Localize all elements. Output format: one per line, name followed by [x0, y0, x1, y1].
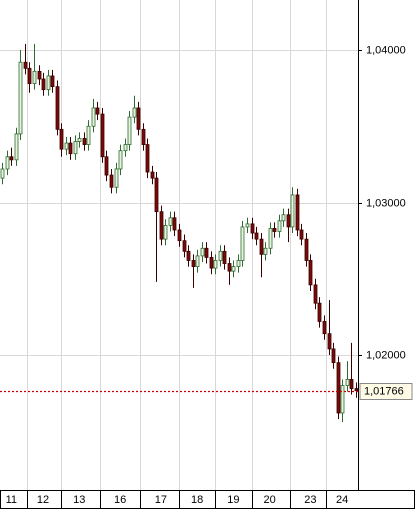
- candle-body: [150, 171, 155, 179]
- candle-body: [46, 75, 51, 91]
- candle-body: [191, 260, 196, 267]
- candle-body: [37, 70, 42, 80]
- candle-body: [200, 247, 205, 257]
- candle-body: [145, 144, 150, 173]
- candle-body: [204, 247, 209, 258]
- candle-body: [345, 379, 350, 386]
- x-tick-label: 13: [73, 494, 85, 506]
- candle-body: [240, 226, 245, 261]
- candle-body: [86, 125, 91, 145]
- last-price-box: [359, 383, 413, 400]
- candle-body: [250, 223, 255, 234]
- candle-body: [127, 116, 132, 145]
- candle-body: [227, 263, 232, 272]
- x-tick-label: 11: [6, 494, 17, 506]
- candle-body: [231, 266, 236, 272]
- candle-body: [68, 142, 73, 155]
- candle-body: [5, 156, 10, 170]
- candle-body: [299, 229, 304, 240]
- candle-body: [114, 168, 119, 188]
- candle-body: [281, 214, 286, 222]
- candle-body: [95, 107, 100, 115]
- y-tick-label: 1,03000: [366, 197, 406, 209]
- x-tick-label: 16: [114, 494, 126, 506]
- candle-body: [195, 255, 200, 267]
- candle-body: [295, 194, 300, 231]
- candle-body: [313, 284, 318, 304]
- candle-body: [245, 223, 250, 228]
- candle-body: [136, 107, 141, 130]
- candle-body: [317, 302, 322, 322]
- candle-body: [82, 138, 87, 145]
- candle-body: [236, 260, 241, 267]
- candle-body: [14, 133, 19, 161]
- candle-body: [304, 238, 309, 261]
- candle-body: [132, 107, 137, 118]
- last-price-label: 1,01766: [364, 385, 404, 397]
- candle-body: [213, 260, 218, 269]
- candle-body: [118, 150, 123, 170]
- candle-body: [277, 220, 282, 232]
- candle-body: [218, 250, 223, 261]
- candle-body: [159, 211, 164, 240]
- y-tick-label: 1,02000: [366, 349, 406, 361]
- candle-body: [308, 260, 313, 286]
- x-tick-label: 19: [227, 494, 239, 506]
- candle-body: [272, 228, 277, 232]
- candle-body: [209, 257, 214, 269]
- candle-body: [109, 174, 114, 188]
- x-tick-label: 23: [304, 494, 316, 506]
- candle-body: [123, 144, 128, 152]
- candle-body: [259, 238, 264, 255]
- candle-body: [9, 156, 14, 161]
- candle-body: [41, 78, 46, 91]
- candle-body: [322, 321, 327, 335]
- candle-body: [254, 232, 259, 240]
- candle-body: [59, 128, 64, 150]
- candle-body: [50, 75, 55, 88]
- candle-body: [163, 225, 168, 240]
- candle-body: [73, 141, 78, 155]
- candle-body: [0, 168, 5, 179]
- candle-body: [154, 177, 159, 213]
- candle-body: [186, 250, 191, 261]
- candle-body: [327, 333, 332, 350]
- candle-body: [182, 240, 187, 252]
- candle-body: [64, 142, 69, 150]
- candle-body: [354, 388, 359, 392]
- candle-body: [32, 70, 37, 84]
- candle-body: [268, 228, 273, 249]
- candle-body: [141, 128, 146, 145]
- candle-body: [340, 385, 345, 414]
- candle-body: [222, 250, 227, 264]
- x-tick-label: 18: [191, 494, 203, 506]
- candle-body: [23, 61, 28, 69]
- candle-body: [263, 247, 268, 255]
- x-tick-label: 24: [336, 494, 348, 506]
- candle-body: [55, 86, 60, 130]
- x-tick-label: 20: [264, 494, 276, 506]
- candle-body: [177, 229, 182, 242]
- candle-body: [172, 217, 177, 231]
- candle-body: [77, 138, 82, 142]
- candle-body: [100, 113, 105, 158]
- candle-body: [104, 156, 109, 176]
- candle-body: [168, 217, 173, 226]
- candle-body: [91, 107, 96, 127]
- candle-body: [349, 379, 354, 389]
- candle-body: [336, 362, 341, 414]
- x-tick-label: 12: [37, 494, 49, 506]
- y-tick-label: 1,04000: [366, 44, 406, 56]
- candle-body: [27, 67, 32, 84]
- candle-body: [286, 214, 291, 228]
- candle-body: [290, 194, 295, 228]
- candle-body: [18, 61, 23, 135]
- x-tick-label: 17: [155, 494, 167, 506]
- candle-body: [331, 348, 336, 364]
